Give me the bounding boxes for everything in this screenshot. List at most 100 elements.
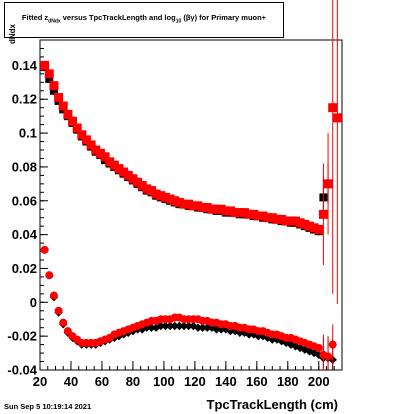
- data-point: [161, 321, 170, 331]
- data-point: [147, 186, 157, 196]
- data-point: [188, 201, 198, 211]
- x-axis-label: TpcTrackLength (cm): [206, 397, 338, 412]
- y-axis-label: dNdx: [8, 24, 17, 44]
- data-point: [202, 203, 212, 213]
- data-point: [100, 152, 110, 162]
- x-tick-label: 180: [277, 374, 299, 389]
- data-point: [72, 123, 82, 133]
- data-point: [174, 197, 184, 207]
- data-point: [216, 204, 226, 214]
- data-point: [40, 245, 49, 254]
- data-point: [212, 204, 222, 214]
- data-point: [332, 113, 342, 123]
- chart-title: Fitted zdNdx versus TpcTrackLength and l…: [5, 13, 283, 25]
- data-point: [225, 206, 235, 216]
- data-point: [193, 201, 203, 211]
- data-point: [198, 203, 208, 213]
- x-tick-label: 20: [33, 374, 47, 389]
- data-point: [49, 291, 58, 300]
- data-point: [184, 321, 193, 331]
- data-point: [203, 323, 212, 332]
- data-point: [324, 352, 333, 361]
- data-point: [68, 116, 78, 126]
- data-point: [109, 160, 119, 170]
- data-point: [235, 208, 245, 218]
- data-point: [207, 204, 217, 214]
- data-point: [277, 214, 287, 224]
- data-point: [286, 216, 296, 226]
- data-point: [258, 211, 268, 221]
- data-point: [105, 157, 115, 167]
- data-point: [314, 225, 324, 235]
- y-tick-label: 0.1: [19, 126, 37, 141]
- x-tick-label: 200: [308, 374, 330, 389]
- y-tick-label: 0.04: [12, 227, 38, 242]
- data-point: [239, 208, 249, 218]
- plot-frame: [39, 39, 343, 371]
- data-point: [123, 170, 133, 180]
- y-tick-label: 0.02: [12, 261, 37, 276]
- data-point: [77, 130, 87, 140]
- data-point: [253, 211, 263, 221]
- data-point: [221, 206, 231, 216]
- data-point: [249, 209, 259, 219]
- data-point: [119, 167, 129, 177]
- x-tick-label: 40: [64, 374, 78, 389]
- y-tick-label: 0.14: [12, 58, 38, 73]
- data-point: [170, 321, 179, 331]
- data-point: [170, 196, 180, 206]
- data-point: [156, 191, 166, 201]
- data-point: [272, 214, 282, 224]
- data-point: [184, 199, 194, 209]
- data-point: [95, 148, 105, 158]
- x-tick-label: 140: [215, 374, 237, 389]
- data-point: [114, 164, 124, 174]
- data-point: [63, 327, 72, 336]
- x-tick-label: 60: [95, 374, 109, 389]
- plot-layer: -0.04 -0.02 0 0.02 0.04 0.06 0.08 0.1 0.12 0.14 20…: [7, 0, 343, 389]
- data-point: [263, 213, 273, 223]
- data-point: [128, 174, 138, 184]
- data-point: [59, 318, 68, 327]
- x-tick-label: 100: [153, 374, 175, 389]
- data-point: [193, 323, 203, 332]
- data-point: [58, 101, 68, 111]
- data-point: [81, 135, 91, 145]
- x-tick-label: 80: [126, 374, 140, 389]
- data-point: [328, 103, 338, 113]
- data-point: [86, 140, 96, 150]
- data-point: [179, 321, 189, 331]
- data-point: [244, 209, 254, 219]
- x-tick-label: 120: [184, 374, 206, 389]
- data-point: [318, 209, 328, 219]
- data-point: [295, 218, 305, 228]
- data-point: [314, 344, 323, 352]
- data-point: [54, 93, 64, 103]
- data-point: [45, 74, 54, 83]
- y-tick-label: 0.12: [12, 92, 37, 107]
- data-point: [304, 221, 314, 231]
- data-point: [226, 326, 235, 336]
- chart-title-box: Fitted zdNdx versus TpcTrackLength and l…: [4, 2, 284, 38]
- data-point: [147, 323, 156, 332]
- data-point: [160, 192, 170, 202]
- y-tick-label: 0.06: [12, 193, 37, 208]
- data-point: [142, 323, 152, 332]
- data-point: [91, 145, 101, 155]
- y-tick-label: -0.04: [7, 363, 37, 378]
- y-tick-label: 0: [30, 295, 37, 310]
- data-point: [165, 194, 175, 204]
- data-point: [323, 179, 333, 189]
- data-point: [175, 321, 184, 331]
- data-point: [137, 181, 147, 191]
- x-tick-label: 160: [246, 374, 268, 389]
- data-point: [40, 60, 50, 70]
- title-middle: versus TpcTrackLength and log: [60, 13, 176, 22]
- data-point: [165, 321, 175, 331]
- title-sub: dNdx: [48, 18, 61, 25]
- data-point: [179, 199, 189, 209]
- data-point: [49, 81, 59, 91]
- data-point: [267, 213, 277, 223]
- data-point: [44, 69, 54, 79]
